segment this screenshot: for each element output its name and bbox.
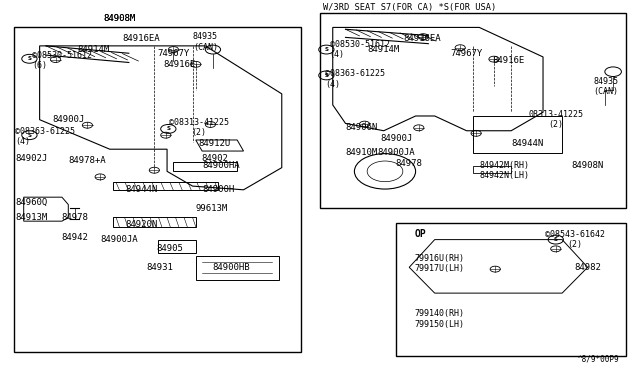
Text: 84900JA: 84900JA (378, 148, 415, 157)
Text: 79916U(RH)
79917U(LH): 79916U(RH) 79917U(LH) (414, 254, 464, 273)
Text: 84902J: 84902J (15, 154, 47, 163)
Text: 84914M: 84914M (77, 45, 110, 54)
Text: 84906N: 84906N (346, 122, 378, 132)
Text: 84914M: 84914M (367, 45, 400, 54)
Text: 84920N: 84920N (125, 220, 157, 230)
Text: ©08530-51612
(6): ©08530-51612 (6) (32, 51, 92, 70)
Text: ©08543-61642
(2): ©08543-61642 (2) (545, 230, 605, 249)
Text: 84978: 84978 (396, 160, 422, 169)
Text: 84916E: 84916E (164, 60, 196, 69)
Text: 84908N: 84908N (572, 161, 604, 170)
Text: 84900HA: 84900HA (202, 161, 240, 170)
Text: 84942N(LH): 84942N(LH) (480, 170, 530, 180)
Text: 84935
(CAN): 84935 (CAN) (593, 77, 618, 96)
Bar (14, 28, 301, 352)
Text: 84916E: 84916E (492, 56, 524, 65)
Text: ©08363-61225
(4): ©08363-61225 (4) (15, 126, 76, 146)
Text: S: S (324, 47, 328, 52)
Text: S: S (28, 56, 31, 61)
Text: 84978+A: 84978+A (68, 156, 106, 165)
Text: 84902: 84902 (202, 154, 228, 163)
Bar (320, 13, 626, 208)
Text: 84900H: 84900H (202, 185, 234, 194)
Text: S: S (324, 73, 328, 78)
Text: 84916EA: 84916EA (403, 34, 441, 43)
Text: 84908M: 84908M (103, 14, 136, 23)
Text: 799140(RH)
799150(LH): 799140(RH) 799150(LH) (414, 309, 464, 328)
Text: 84910M: 84910M (346, 148, 378, 157)
Text: 84908M: 84908M (103, 14, 136, 23)
Text: 99613M: 99613M (196, 204, 228, 213)
Text: S: S (166, 126, 170, 131)
Text: ©08530-51612
(4): ©08530-51612 (4) (330, 40, 390, 59)
Text: 74967Y: 74967Y (157, 49, 189, 58)
Text: 84960Q: 84960Q (15, 198, 47, 207)
Text: 84942M(RH): 84942M(RH) (480, 161, 530, 170)
Text: 84900J: 84900J (381, 134, 413, 142)
Text: 84931: 84931 (146, 263, 173, 272)
Text: 84913M: 84913M (15, 213, 47, 222)
Text: 84942: 84942 (61, 233, 88, 242)
Text: 84912U: 84912U (199, 139, 231, 148)
Text: S: S (28, 133, 31, 138)
Text: 84978: 84978 (61, 213, 88, 222)
Text: 84944N: 84944N (125, 185, 157, 194)
Text: 84916EA: 84916EA (123, 34, 161, 43)
Text: 84935
(CAN): 84935 (CAN) (193, 32, 218, 52)
Text: 84900JA: 84900JA (100, 235, 138, 244)
Text: 08313-41225
(2): 08313-41225 (2) (528, 110, 583, 129)
Text: W/3RD SEAT S7(FOR CA) *S(FOR USA): W/3RD SEAT S7(FOR CA) *S(FOR USA) (323, 3, 497, 12)
Text: 74967Y: 74967Y (451, 49, 483, 58)
Text: S: S (554, 237, 558, 242)
Text: 84944N: 84944N (511, 139, 543, 148)
Text: ©08363-61225
(4): ©08363-61225 (4) (325, 70, 385, 89)
Text: 84900J: 84900J (52, 115, 84, 124)
Text: 84900HB: 84900HB (212, 263, 250, 272)
Bar (396, 223, 626, 356)
Text: OP: OP (414, 229, 426, 239)
Text: 84982: 84982 (574, 263, 601, 272)
Text: ©08313-41225
(2): ©08313-41225 (2) (169, 118, 229, 138)
Text: 84905: 84905 (157, 244, 184, 253)
Text: ^8/9*00P9: ^8/9*00P9 (578, 354, 620, 363)
